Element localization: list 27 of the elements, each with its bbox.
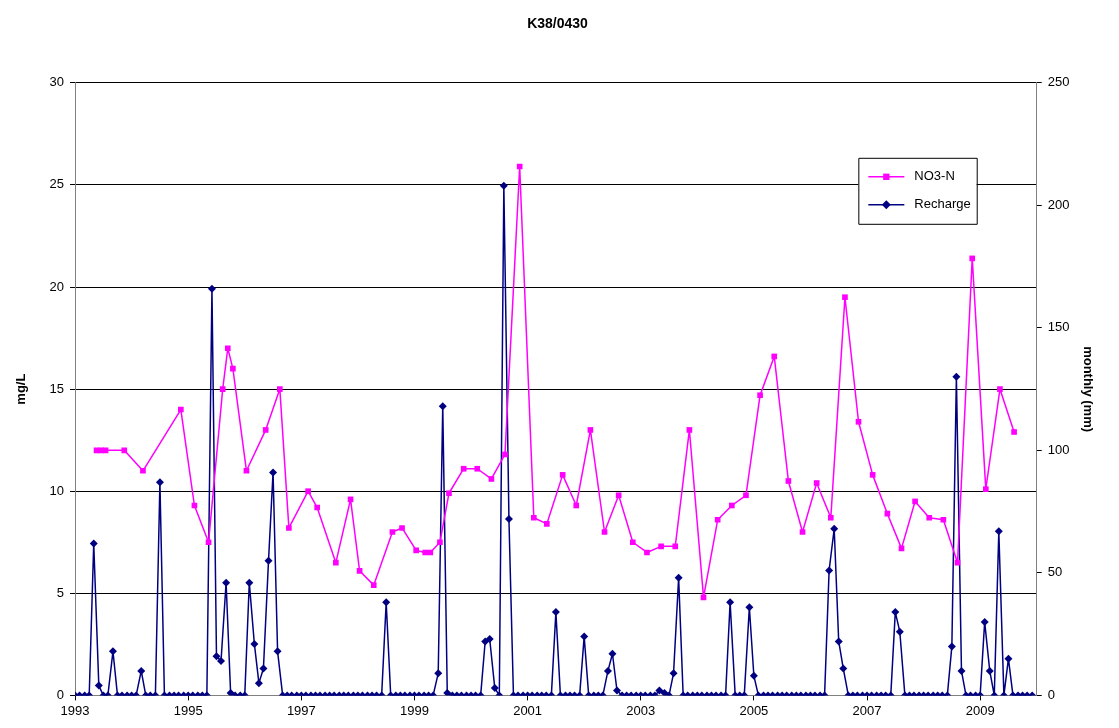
- x-tick-label: 2007: [852, 702, 882, 718]
- chart-title: K38/0430: [527, 15, 589, 32]
- y-tick-label: 15: [49, 380, 65, 396]
- y-axis-title: mg/L: [13, 373, 29, 405]
- y2-tick-label: 250: [1047, 74, 1070, 90]
- y2-tick-label: 0: [1047, 686, 1055, 702]
- y-tick-label: 20: [49, 278, 65, 294]
- x-tick-label: 1997: [286, 702, 316, 718]
- y-tick-label: 10: [49, 482, 65, 498]
- x-tick-label: 1995: [173, 702, 203, 718]
- x-tick-label: 2005: [739, 702, 769, 718]
- x-tick-label: 1999: [400, 702, 429, 718]
- x-tick-label: 2003: [626, 702, 656, 718]
- x-tick-label: 1993: [60, 702, 90, 718]
- y2-tick-label: 200: [1047, 196, 1070, 212]
- y-tick-label: 25: [49, 176, 65, 192]
- y2-tick-label: 100: [1047, 441, 1070, 457]
- y-tick-label: 0: [56, 686, 65, 702]
- y2-tick-label: 50: [1047, 564, 1063, 580]
- legend-label: NO3-N: [914, 168, 955, 184]
- x-tick-label: 2009: [965, 702, 995, 718]
- y2-tick-label: 150: [1047, 319, 1070, 335]
- x-tick-label: 2001: [513, 702, 543, 718]
- legend-label: Recharge: [914, 196, 971, 212]
- y-tick-label: 30: [49, 74, 65, 90]
- y2-axis-title: monthly (mm): [1080, 346, 1096, 433]
- y-tick-label: 5: [56, 584, 65, 600]
